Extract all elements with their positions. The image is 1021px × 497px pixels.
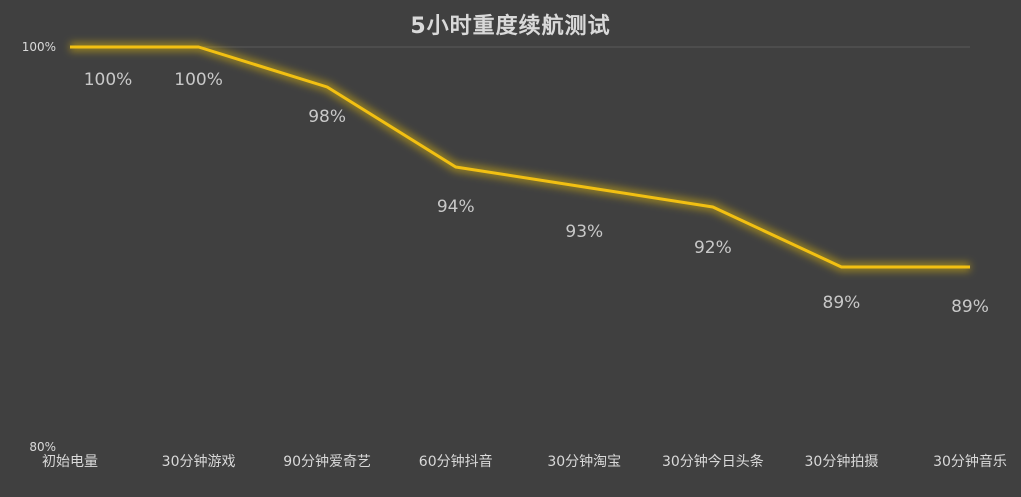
category-label: 30分钟拍摄	[805, 453, 879, 470]
data-label: 93%	[565, 222, 603, 242]
category-label: 30分钟音乐	[933, 453, 1007, 470]
category-label: 90分钟爱奇艺	[283, 453, 371, 470]
category-label: 30分钟淘宝	[547, 453, 621, 470]
data-label: 98%	[308, 107, 346, 127]
series-line-layer	[70, 42, 970, 272]
data-label: 100%	[174, 70, 223, 90]
data-label: 89%	[951, 297, 989, 317]
category-label: 30分钟今日头条	[662, 453, 764, 470]
chart-title: 5小时重度续航测试	[410, 14, 611, 39]
data-label: 100%	[84, 70, 133, 90]
data-label: 94%	[437, 197, 475, 217]
data-label: 89%	[823, 293, 861, 313]
category-label: 60分钟抖音	[419, 453, 493, 470]
data-label-layer: 100% 100% 98% 94% 93% 92% 89% 89%	[84, 70, 989, 317]
category-label-layer: 初始电量 30分钟游戏 90分钟爱奇艺 60分钟抖音 30分钟淘宝 30分钟今日头条 30分…	[42, 453, 1007, 470]
series-line	[70, 45, 970, 269]
y-tick-label: 100%	[22, 40, 56, 54]
axis-layer: 80% 100%	[22, 40, 970, 454]
y-tick-label: 80%	[29, 440, 56, 454]
category-label: 初始电量	[42, 453, 98, 470]
category-label: 30分钟游戏	[162, 453, 236, 470]
data-label: 92%	[694, 238, 732, 258]
